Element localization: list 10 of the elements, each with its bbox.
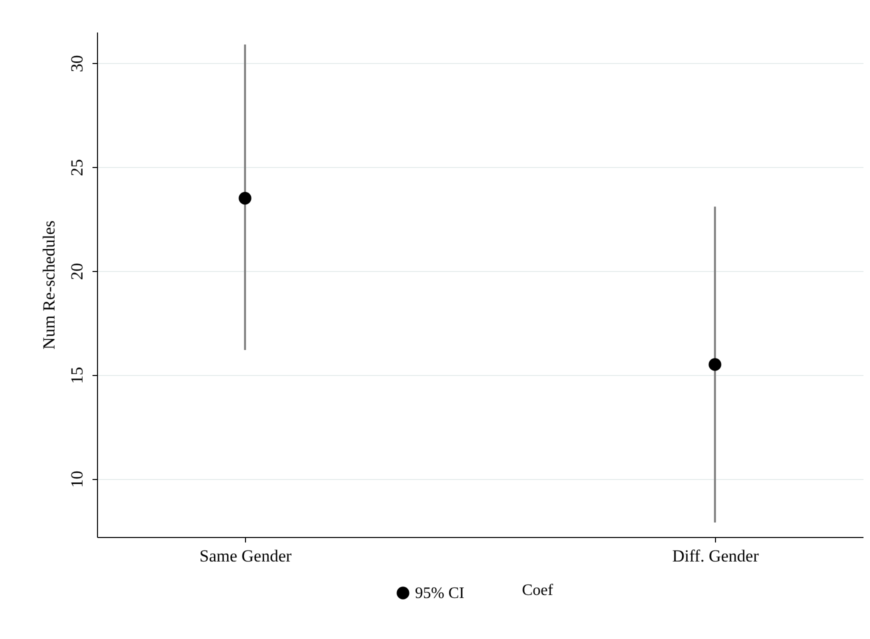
x-tick-label: Diff. Gender <box>672 546 760 566</box>
legend-label: 95% CI <box>415 585 464 602</box>
text: Coef <box>522 582 554 600</box>
y-axis-title: Num Re-schedules <box>40 220 58 350</box>
y-tick-label: 15 <box>68 366 86 384</box>
y-tick-label: 10 <box>68 470 86 488</box>
y-tick-label: 25 <box>68 159 86 176</box>
y-tick-label: 30 <box>68 55 86 72</box>
y-tick-label: 20 <box>68 262 86 280</box>
x-tick-label: Same Gender <box>200 546 292 566</box>
